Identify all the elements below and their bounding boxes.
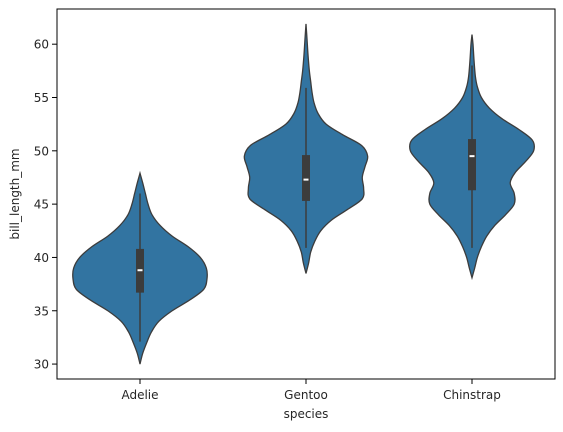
violin-iqr-box: [468, 139, 476, 191]
y-axis: 30 35 40 45 50 55 60: [34, 38, 57, 372]
y-tick-label: 45: [34, 198, 49, 212]
violin-adelie: [72, 170, 208, 365]
x-axis: Adelie Gentoo Chinstrap: [121, 379, 501, 402]
y-tick-label: 40: [34, 251, 49, 265]
x-axis-label: species: [284, 407, 329, 421]
y-tick-label: 50: [34, 144, 49, 158]
x-tick-label: Gentoo: [284, 388, 328, 402]
x-tick-label: Adelie: [121, 388, 158, 402]
plot-frame: [56, 8, 556, 380]
x-tick-label: Chinstrap: [443, 388, 501, 402]
violin-chinstrap: [408, 34, 536, 281]
y-tick-label: 60: [34, 38, 49, 52]
violin-gentoo: [243, 23, 369, 274]
violin-iqr-box: [302, 155, 310, 201]
y-tick-label: 55: [34, 91, 49, 105]
y-tick-label: 35: [34, 304, 49, 318]
y-tick-label: 30: [34, 358, 49, 372]
violins-layer: [72, 23, 536, 365]
y-axis-label: bill_length_mm: [8, 148, 22, 239]
